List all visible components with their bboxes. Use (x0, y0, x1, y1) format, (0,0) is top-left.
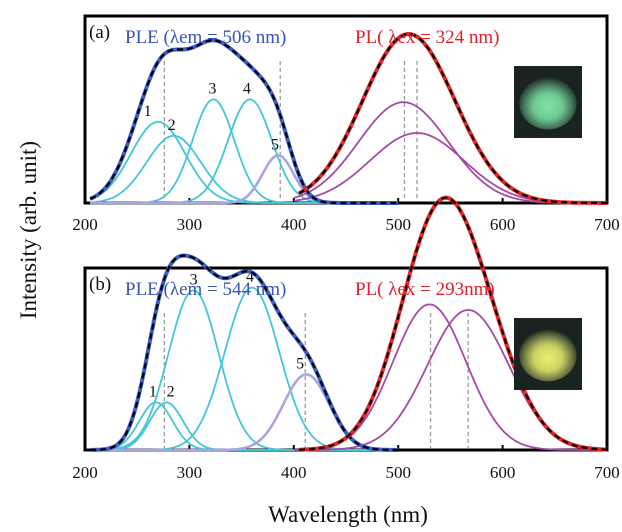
x-tick-label: 600 (490, 463, 516, 482)
ple-title: PLE (λem = 506 nm) (125, 27, 286, 48)
pl-envelope (298, 32, 607, 205)
ple-component-2 (90, 134, 378, 204)
ple-title: PLE (λem = 544 nm) (125, 279, 286, 300)
ple-envelope (89, 39, 399, 205)
panel-tag: (b) (89, 274, 111, 295)
y-axis-title: Intensity (arb. unit) (16, 141, 41, 319)
x-tick-label: 200 (72, 463, 98, 482)
x-axis-title: Wavelength (nm) (268, 502, 428, 527)
ple-component-5 (90, 154, 378, 205)
peak-label-1: 1 (149, 383, 157, 400)
ple-component-1 (89, 120, 378, 204)
panel-2: 200 300 400 500 600 700 1 2 3 4 5 (b) PLE (λem = 544… (72, 195, 620, 482)
peak-label-3: 3 (208, 80, 216, 97)
inset-sample-glow (519, 329, 577, 382)
x-tick-label: 700 (594, 215, 620, 234)
peak-label-2: 2 (168, 117, 176, 134)
peak-label-2: 2 (167, 383, 175, 400)
inset-sample-glow (519, 77, 577, 130)
peak-label-5: 5 (296, 355, 304, 372)
pl-title: PL( λex = 324 nm) (355, 27, 499, 48)
peak-label-1: 1 (144, 103, 152, 120)
ple-component-3 (90, 289, 378, 451)
pl-title: PL( λex = 293nm) (355, 279, 495, 300)
ple-envelope (90, 254, 399, 452)
panel-tag: (a) (89, 22, 110, 43)
x-tick-label: 400 (281, 215, 307, 234)
peak-label-5: 5 (271, 136, 279, 153)
peak-label-4: 4 (246, 269, 254, 286)
panel-1: 200 300 400 500 600 700 12 3 4 5 (a) PLE (λem = 506… (72, 14, 620, 234)
x-tick-label: 200 (72, 215, 98, 234)
peak-label-3: 3 (190, 271, 198, 288)
ple-component-4 (90, 286, 378, 451)
x-tick-label: 500 (385, 463, 411, 482)
pl-envelope (299, 196, 608, 451)
x-tick-label: 600 (490, 215, 516, 234)
x-tick-label: 500 (385, 215, 411, 234)
peak-label-4: 4 (243, 80, 251, 97)
x-tick-label: 300 (177, 463, 203, 482)
x-tick-label: 700 (594, 463, 620, 482)
x-tick-label: 400 (281, 463, 307, 482)
x-tick-label: 300 (177, 215, 203, 234)
